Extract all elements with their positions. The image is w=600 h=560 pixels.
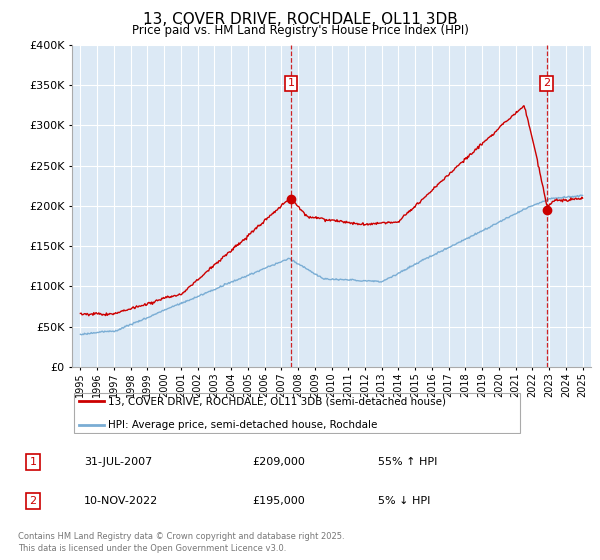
Text: 1: 1 (29, 457, 37, 467)
Text: £195,000: £195,000 (252, 496, 305, 506)
Text: HPI: Average price, semi-detached house, Rochdale: HPI: Average price, semi-detached house,… (108, 420, 377, 430)
Text: Price paid vs. HM Land Registry's House Price Index (HPI): Price paid vs. HM Land Registry's House … (131, 24, 469, 36)
Text: 55% ↑ HPI: 55% ↑ HPI (378, 457, 437, 467)
Text: 5% ↓ HPI: 5% ↓ HPI (378, 496, 430, 506)
Text: 2: 2 (29, 496, 37, 506)
Text: 13, COVER DRIVE, ROCHDALE, OL11 3DB: 13, COVER DRIVE, ROCHDALE, OL11 3DB (143, 12, 457, 27)
Text: £209,000: £209,000 (252, 457, 305, 467)
Text: Contains HM Land Registry data © Crown copyright and database right 2025.
This d: Contains HM Land Registry data © Crown c… (18, 532, 344, 553)
Text: 13, COVER DRIVE, ROCHDALE, OL11 3DB (semi-detached house): 13, COVER DRIVE, ROCHDALE, OL11 3DB (sem… (108, 396, 446, 406)
Text: 2: 2 (543, 78, 550, 88)
Text: 31-JUL-2007: 31-JUL-2007 (84, 457, 152, 467)
Text: 10-NOV-2022: 10-NOV-2022 (84, 496, 158, 506)
Text: 1: 1 (287, 78, 295, 88)
